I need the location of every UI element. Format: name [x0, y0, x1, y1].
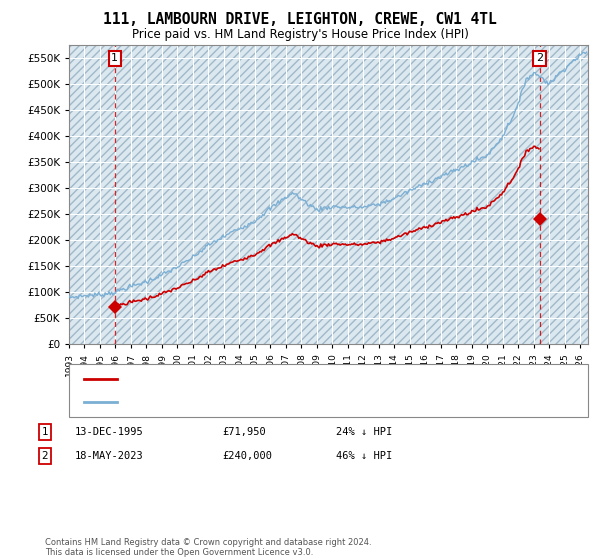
Text: 2: 2 [41, 451, 49, 461]
Text: 1: 1 [41, 427, 49, 437]
Text: £71,950: £71,950 [222, 427, 266, 437]
Text: 2: 2 [536, 53, 543, 63]
Text: Price paid vs. HM Land Registry's House Price Index (HPI): Price paid vs. HM Land Registry's House … [131, 28, 469, 41]
Text: Contains HM Land Registry data © Crown copyright and database right 2024.
This d: Contains HM Land Registry data © Crown c… [45, 538, 371, 557]
Text: 24% ↓ HPI: 24% ↓ HPI [336, 427, 392, 437]
Text: £240,000: £240,000 [222, 451, 272, 461]
Text: 18-MAY-2023: 18-MAY-2023 [75, 451, 144, 461]
Text: 46% ↓ HPI: 46% ↓ HPI [336, 451, 392, 461]
Text: 13-DEC-1995: 13-DEC-1995 [75, 427, 144, 437]
Text: HPI: Average price, detached house, Cheshire East: HPI: Average price, detached house, Ches… [123, 397, 371, 407]
Text: 1: 1 [112, 53, 118, 63]
Text: 111, LAMBOURN DRIVE, LEIGHTON, CREWE, CW1 4TL: 111, LAMBOURN DRIVE, LEIGHTON, CREWE, CW… [103, 12, 497, 27]
Text: 111, LAMBOURN DRIVE, LEIGHTON, CREWE, CW1 4TL (detached house): 111, LAMBOURN DRIVE, LEIGHTON, CREWE, CW… [123, 374, 474, 384]
